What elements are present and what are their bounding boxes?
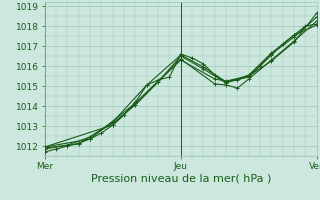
X-axis label: Pression niveau de la mer( hPa ): Pression niveau de la mer( hPa ) <box>91 173 271 183</box>
